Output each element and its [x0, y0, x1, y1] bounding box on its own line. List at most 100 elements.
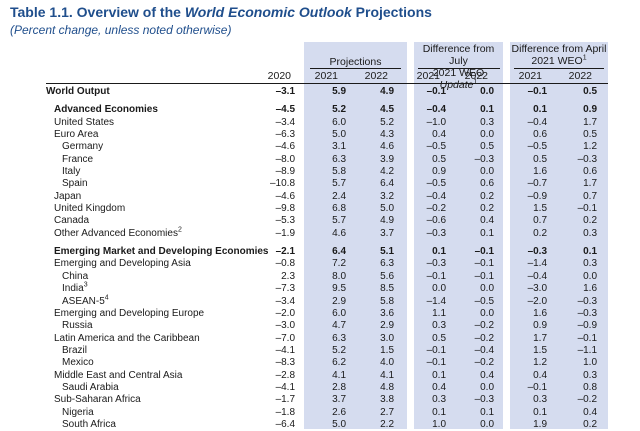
row-label: Spain [62, 178, 88, 190]
diff-july-line2: 2021 WEO Update1 [432, 67, 485, 91]
cell-value: 4.1 [380, 369, 395, 381]
cell-value: 6.4 [380, 178, 395, 190]
cell-value: –0.3 [474, 394, 495, 406]
cell-value: –3.0 [275, 320, 296, 332]
cell-value: –7.0 [275, 332, 296, 344]
cell-value: 0.2 [583, 418, 598, 430]
cell-value: 5.8 [380, 295, 395, 307]
row-label: United Kingdom [54, 203, 126, 215]
cell-value: 2.9 [380, 320, 395, 332]
table-row: Nigeria –1.8 2.6 2.7 0.1 0.1 0.1 0.4 [46, 407, 597, 419]
cell-value: –0.7 [527, 178, 548, 190]
row-label: Russia [62, 320, 93, 332]
cell-value: 4.9 [380, 215, 395, 227]
cell-value: –8.0 [275, 153, 296, 165]
cell-value: –4.6 [275, 141, 296, 153]
row-label: Saudi Arabia [62, 381, 119, 393]
cell-value: –1.0 [426, 116, 447, 128]
cell-value: –0.5 [527, 141, 548, 153]
year-2021-april: 2021 [518, 70, 542, 82]
cell-value: 1.0 [583, 357, 598, 369]
cell-value: 5.7 [332, 178, 347, 190]
row-label: France [62, 153, 94, 165]
cell-value: 1.7 [533, 332, 548, 344]
cell-value: 0.5 [583, 129, 598, 141]
cell-value: 4.3 [380, 129, 395, 141]
cell-value: 0.0 [583, 270, 598, 282]
cell-value: 0.0 [432, 283, 447, 295]
cell-value: 0.1 [583, 246, 598, 258]
cell-value: –0.4 [474, 344, 495, 356]
cell-value: 0.2 [583, 215, 598, 227]
table-row: Emerging and Developing Asia –0.8 7.2 6.3 –0… [46, 258, 597, 270]
year-2021-proj: 2021 [314, 70, 338, 82]
cell-value: –3.4 [275, 116, 296, 128]
table-row: United Kingdom –9.8 6.8 5.0 –0.2 0.2 1.5 –0.1 [46, 203, 597, 215]
cell-value: 7.2 [332, 258, 347, 270]
cell-value: –4.5 [275, 104, 296, 116]
cell-value: –8.9 [275, 166, 296, 178]
cell-value: –0.8 [275, 258, 296, 270]
cell-value: –9.8 [275, 203, 296, 215]
cell-value: 5.0 [332, 129, 347, 141]
cell-value: 8.5 [380, 283, 395, 295]
cell-value: –2.1 [275, 246, 296, 258]
cell-value: 0.3 [583, 369, 598, 381]
cell-value: 5.2 [380, 116, 395, 128]
cell-value: 4.8 [380, 381, 395, 393]
row-label: Italy [62, 166, 81, 178]
diff-july-band [414, 42, 503, 429]
row-label: Emerging and Developing Asia [54, 258, 191, 270]
cell-value: 1.5 [533, 344, 548, 356]
cell-value: 0.1 [432, 406, 447, 418]
cell-value: 3.8 [380, 394, 395, 406]
cell-value: 2.4 [332, 190, 347, 202]
table-row: Italy –8.9 5.8 4.2 0.9 0.0 1.6 0.6 [46, 166, 597, 178]
cell-value: 5.8 [332, 166, 347, 178]
cell-value: 0.0 [480, 418, 495, 430]
cell-value: 0.6 [480, 178, 495, 190]
projections-band [304, 42, 407, 429]
cell-value: 0.0 [480, 307, 495, 319]
cell-value: –0.2 [426, 203, 447, 215]
rule-under-years [46, 83, 608, 84]
row-label: Nigeria [62, 406, 94, 418]
cell-value: 0.4 [480, 215, 495, 227]
table-row: Canada –5.3 5.7 4.9 –0.6 0.4 0.7 0.2 [46, 215, 597, 227]
table-row: United States –3.4 6.0 5.2 –1.0 0.3 –0.4 1.7 [46, 117, 597, 129]
cell-value: –0.1 [577, 332, 598, 344]
cell-value: 2.7 [380, 406, 395, 418]
cell-value: –0.4 [527, 270, 548, 282]
diff-april-line2: 2021 WEO1 [531, 54, 587, 68]
cell-value: 1.6 [533, 166, 548, 178]
table-row: France –8.0 6.3 3.9 0.5 –0.3 0.5 –0.3 [46, 154, 597, 166]
cell-value: 2.6 [332, 406, 347, 418]
cell-value: –10.8 [270, 178, 296, 190]
cell-value: –4.6 [275, 190, 296, 202]
table-title: Table 1.1. Overview of the World Economi… [10, 4, 432, 20]
cell-value: 1.6 [583, 283, 598, 295]
cell-value: 0.4 [583, 406, 598, 418]
projections-header: Projections [329, 56, 382, 68]
cell-value: 0.2 [533, 227, 548, 239]
cell-value: 2.8 [332, 381, 347, 393]
rule-projections [310, 68, 401, 69]
cell-value: 0.0 [480, 283, 495, 295]
cell-value: –3.4 [275, 295, 296, 307]
cell-value: –0.5 [426, 178, 447, 190]
cell-value: 0.1 [480, 406, 495, 418]
table-row: Japan –4.6 2.4 3.2 –0.4 0.2 –0.9 0.7 [46, 191, 597, 203]
cell-value: 1.9 [533, 418, 548, 430]
cell-value: 3.7 [380, 227, 395, 239]
cell-value: –0.2 [474, 332, 495, 344]
row-label: Euro Area [54, 129, 99, 141]
year-2021-july: 2021 [416, 70, 440, 82]
row-label: India3 [62, 281, 88, 295]
cell-value: 0.3 [432, 320, 447, 332]
cell-value: –0.1 [426, 357, 447, 369]
cell-value: 4.0 [380, 357, 395, 369]
cell-value: 5.0 [332, 418, 347, 430]
cell-value: 0.1 [432, 246, 447, 258]
table-row: Middle East and Central Asia –2.8 4.1 4.1 0.… [46, 370, 597, 382]
cell-value: 6.3 [332, 153, 347, 165]
